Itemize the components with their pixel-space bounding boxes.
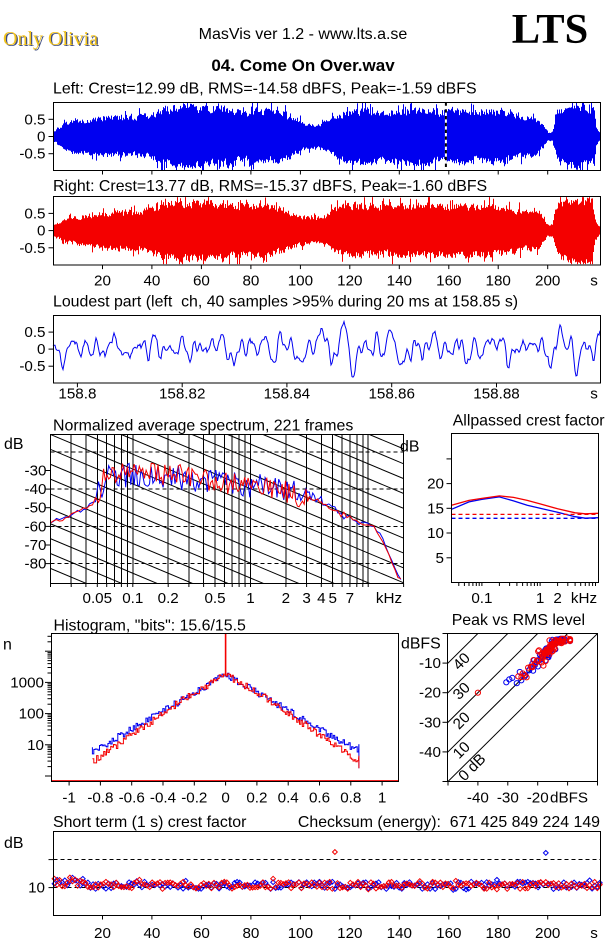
svg-text:dB: dB xyxy=(400,439,419,456)
svg-text:0: 0 xyxy=(221,790,229,807)
svg-text:10: 10 xyxy=(427,525,444,542)
svg-text:0: 0 xyxy=(37,129,45,146)
svg-text:0.05: 0.05 xyxy=(83,590,113,607)
svg-text:-10: -10 xyxy=(419,655,441,672)
svg-text:0: 0 xyxy=(37,341,45,358)
svg-text:-0.4: -0.4 xyxy=(150,790,176,807)
svg-text:-1: -1 xyxy=(62,790,76,807)
svg-text:Loudest part (left ch, 40 sam: Loudest part (left ch, 40 samples >95% d… xyxy=(53,294,518,311)
svg-text:dB: dB xyxy=(4,436,23,453)
svg-text:0.5: 0.5 xyxy=(24,111,45,128)
svg-text:0.4: 0.4 xyxy=(278,790,299,807)
svg-text:-40: -40 xyxy=(25,481,47,498)
svg-text:-60: -60 xyxy=(25,518,47,535)
svg-text:1000: 1000 xyxy=(10,674,44,691)
svg-text:0.5: 0.5 xyxy=(24,205,45,222)
svg-text:1: 1 xyxy=(378,790,386,807)
svg-text:4: 4 xyxy=(317,590,325,607)
svg-text:Right: Crest=13.77 dB, RMS=-15: Right: Crest=13.77 dB, RMS=-15.37 dBFS, … xyxy=(53,178,487,195)
svg-text:80: 80 xyxy=(242,273,259,290)
svg-text:140: 140 xyxy=(387,273,412,290)
svg-text:s: s xyxy=(590,925,598,942)
svg-text:20: 20 xyxy=(427,476,444,493)
svg-text:10: 10 xyxy=(28,880,45,897)
svg-text:100: 100 xyxy=(288,925,313,942)
svg-text:120: 120 xyxy=(337,273,362,290)
svg-text:-30: -30 xyxy=(419,714,441,731)
svg-text:160: 160 xyxy=(436,925,461,942)
svg-text:s: s xyxy=(590,273,598,290)
svg-text:158.86: 158.86 xyxy=(368,386,414,403)
svg-text:15: 15 xyxy=(427,500,444,517)
svg-text:dBFS: dBFS xyxy=(550,790,588,807)
svg-text:-20: -20 xyxy=(527,790,549,807)
svg-text:-30: -30 xyxy=(25,463,47,480)
svg-text:-30: -30 xyxy=(497,790,519,807)
svg-text:Normalized average spectrum, 2: Normalized average spectrum, 221 frames xyxy=(53,418,353,435)
svg-text:158.84: 158.84 xyxy=(264,386,310,403)
svg-text:0.6: 0.6 xyxy=(309,790,330,807)
svg-text:Histogram, "bits": 15.6/15.5: Histogram, "bits": 15.6/15.5 xyxy=(54,618,247,635)
svg-text:Allpassed crest factor: Allpassed crest factor xyxy=(453,413,606,430)
svg-text:5: 5 xyxy=(436,550,444,567)
svg-text:1: 1 xyxy=(246,590,254,607)
svg-text:3: 3 xyxy=(302,590,310,607)
svg-text:158.82: 158.82 xyxy=(159,386,205,403)
svg-text:Peak vs RMS level: Peak vs RMS level xyxy=(452,612,585,629)
svg-text:0.1: 0.1 xyxy=(471,590,492,607)
svg-text:40: 40 xyxy=(143,925,160,942)
svg-text:dBFS: dBFS xyxy=(401,636,441,653)
svg-text:40: 40 xyxy=(143,273,160,290)
svg-text:200: 200 xyxy=(535,273,560,290)
svg-text:158.8: 158.8 xyxy=(58,386,96,403)
svg-text:1: 1 xyxy=(536,590,544,607)
svg-text:-50: -50 xyxy=(25,500,47,517)
svg-text:kHz: kHz xyxy=(376,590,402,607)
svg-text:7: 7 xyxy=(346,590,354,607)
svg-text:0: 0 xyxy=(37,223,45,240)
svg-text:kHz: kHz xyxy=(571,590,597,607)
svg-text:140: 140 xyxy=(387,925,412,942)
svg-text:0.2: 0.2 xyxy=(158,590,179,607)
svg-text:-70: -70 xyxy=(25,537,47,554)
svg-text:60: 60 xyxy=(193,925,210,942)
svg-text:60: 60 xyxy=(193,273,210,290)
svg-text:dB: dB xyxy=(4,835,23,852)
svg-text:100: 100 xyxy=(288,273,313,290)
svg-text:2: 2 xyxy=(282,590,290,607)
svg-text:-0.6: -0.6 xyxy=(119,790,145,807)
svg-text:Checksum (energy): 671 425 84: Checksum (energy): 671 425 849 224 149 xyxy=(298,814,600,831)
svg-text:0.5: 0.5 xyxy=(204,590,225,607)
svg-text:-80: -80 xyxy=(25,556,47,573)
svg-text:158.88: 158.88 xyxy=(473,386,519,403)
svg-text:80: 80 xyxy=(242,925,259,942)
svg-text:-40: -40 xyxy=(467,790,489,807)
svg-text:120: 120 xyxy=(337,925,362,942)
svg-text:0.5: 0.5 xyxy=(24,324,45,341)
svg-text:-0.5: -0.5 xyxy=(19,240,45,257)
svg-text:-0.5: -0.5 xyxy=(19,358,45,375)
svg-text:20: 20 xyxy=(94,925,111,942)
svg-text:200: 200 xyxy=(535,925,560,942)
svg-text:s: s xyxy=(590,386,598,403)
svg-text:180: 180 xyxy=(486,925,511,942)
svg-text:100: 100 xyxy=(19,706,44,723)
svg-text:10: 10 xyxy=(27,737,44,754)
svg-text:5: 5 xyxy=(328,590,336,607)
svg-text:0.2: 0.2 xyxy=(246,790,267,807)
svg-text:160: 160 xyxy=(436,273,461,290)
svg-text:-0.2: -0.2 xyxy=(181,790,207,807)
svg-text:n: n xyxy=(3,637,12,654)
svg-text:20: 20 xyxy=(94,273,111,290)
svg-text:0.8: 0.8 xyxy=(340,790,361,807)
svg-text:-0.8: -0.8 xyxy=(87,790,113,807)
svg-text:180: 180 xyxy=(486,273,511,290)
svg-text:-40: -40 xyxy=(419,744,441,761)
svg-text:Left: Crest=12.99 dB, RMS=-14.: Left: Crest=12.99 dB, RMS=-14.58 dBFS, P… xyxy=(53,81,477,98)
svg-text:2: 2 xyxy=(553,590,561,607)
svg-text:Short term (1 s) crest factor: Short term (1 s) crest factor xyxy=(53,814,247,831)
svg-text:-20: -20 xyxy=(419,685,441,702)
svg-text:-0.5: -0.5 xyxy=(19,146,45,163)
svg-text:0.1: 0.1 xyxy=(122,590,143,607)
